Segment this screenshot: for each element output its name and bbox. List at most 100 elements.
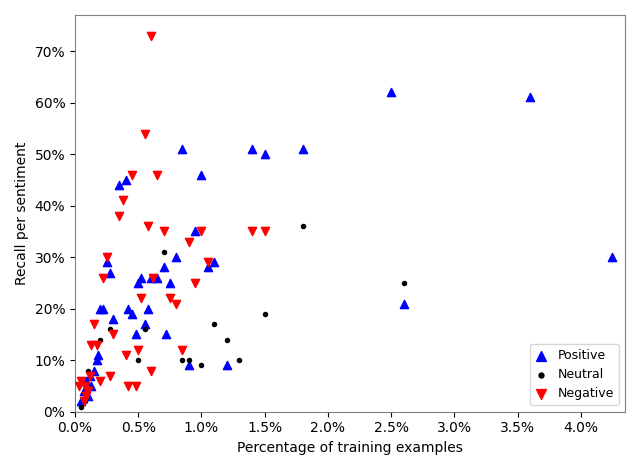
Positive: [190, 227, 200, 235]
Positive: [93, 351, 103, 359]
Negative: [159, 227, 169, 235]
Negative: [190, 279, 200, 287]
Positive: [260, 150, 270, 158]
Negative: [164, 295, 175, 302]
Legend: Positive, Neutral, Negative: Positive, Neutral, Negative: [530, 344, 619, 406]
Neutral: [177, 356, 188, 364]
Positive: [106, 269, 116, 276]
Neutral: [106, 326, 116, 333]
Positive: [161, 331, 171, 338]
Neutral: [260, 310, 270, 318]
Negative: [123, 382, 133, 390]
Negative: [260, 227, 270, 235]
Negative: [102, 253, 112, 261]
Positive: [133, 279, 143, 287]
Neutral: [133, 356, 143, 364]
Positive: [146, 274, 156, 282]
Positive: [525, 94, 535, 101]
Positive: [102, 258, 112, 266]
Negative: [127, 171, 137, 179]
Positive: [143, 305, 154, 313]
Positive: [247, 145, 257, 153]
Neutral: [399, 279, 409, 287]
Positive: [184, 361, 194, 369]
Positive: [298, 145, 308, 153]
Neutral: [159, 248, 169, 256]
Neutral: [83, 367, 93, 374]
Positive: [98, 305, 108, 313]
Neutral: [95, 336, 106, 344]
Negative: [247, 227, 257, 235]
Negative: [85, 372, 95, 379]
Negative: [92, 341, 102, 348]
Negative: [108, 331, 118, 338]
Positive: [209, 258, 220, 266]
Neutral: [196, 361, 207, 369]
Negative: [89, 321, 99, 328]
Positive: [203, 264, 213, 271]
Positive: [86, 382, 97, 390]
Negative: [143, 222, 154, 230]
Negative: [196, 227, 207, 235]
Negative: [83, 387, 93, 395]
Negative: [133, 346, 143, 353]
Positive: [108, 315, 118, 323]
X-axis label: Percentage of training examples: Percentage of training examples: [237, 441, 463, 455]
Neutral: [234, 356, 244, 364]
Positive: [114, 181, 124, 189]
Positive: [123, 305, 133, 313]
Positive: [131, 331, 141, 338]
Neutral: [140, 326, 150, 333]
Neutral: [184, 356, 194, 364]
Positive: [136, 274, 146, 282]
Positive: [83, 392, 93, 400]
Neutral: [298, 222, 308, 230]
Positive: [152, 274, 163, 282]
Positive: [89, 367, 99, 374]
Neutral: [221, 336, 232, 344]
Positive: [120, 176, 131, 184]
Negative: [131, 382, 141, 390]
Positive: [221, 361, 232, 369]
Negative: [152, 171, 163, 179]
Negative: [106, 372, 116, 379]
Negative: [98, 274, 108, 282]
Positive: [127, 310, 137, 318]
Neutral: [76, 403, 86, 410]
Negative: [203, 258, 213, 266]
Negative: [146, 32, 156, 39]
Negative: [79, 398, 89, 405]
Negative: [74, 382, 84, 390]
Positive: [95, 305, 106, 313]
Negative: [184, 238, 194, 245]
Negative: [80, 382, 90, 390]
Negative: [81, 392, 92, 400]
Negative: [76, 377, 86, 384]
Negative: [95, 377, 106, 384]
Positive: [81, 377, 92, 384]
Negative: [148, 274, 159, 282]
Positive: [140, 321, 150, 328]
Positive: [399, 300, 409, 307]
Negative: [140, 130, 150, 137]
Positive: [85, 372, 95, 379]
Negative: [86, 341, 97, 348]
Positive: [607, 253, 618, 261]
Neutral: [209, 321, 220, 328]
Positive: [177, 145, 188, 153]
Negative: [118, 197, 128, 204]
Positive: [92, 356, 102, 364]
Negative: [114, 212, 124, 219]
Negative: [146, 367, 156, 374]
Negative: [177, 346, 188, 353]
Neutral: [80, 398, 90, 405]
Negative: [171, 300, 181, 307]
Positive: [79, 387, 89, 395]
Positive: [171, 253, 181, 261]
Positive: [164, 279, 175, 287]
Negative: [136, 295, 146, 302]
Positive: [196, 171, 207, 179]
Positive: [159, 264, 169, 271]
Y-axis label: Recall per sentiment: Recall per sentiment: [15, 141, 29, 285]
Positive: [386, 88, 396, 96]
